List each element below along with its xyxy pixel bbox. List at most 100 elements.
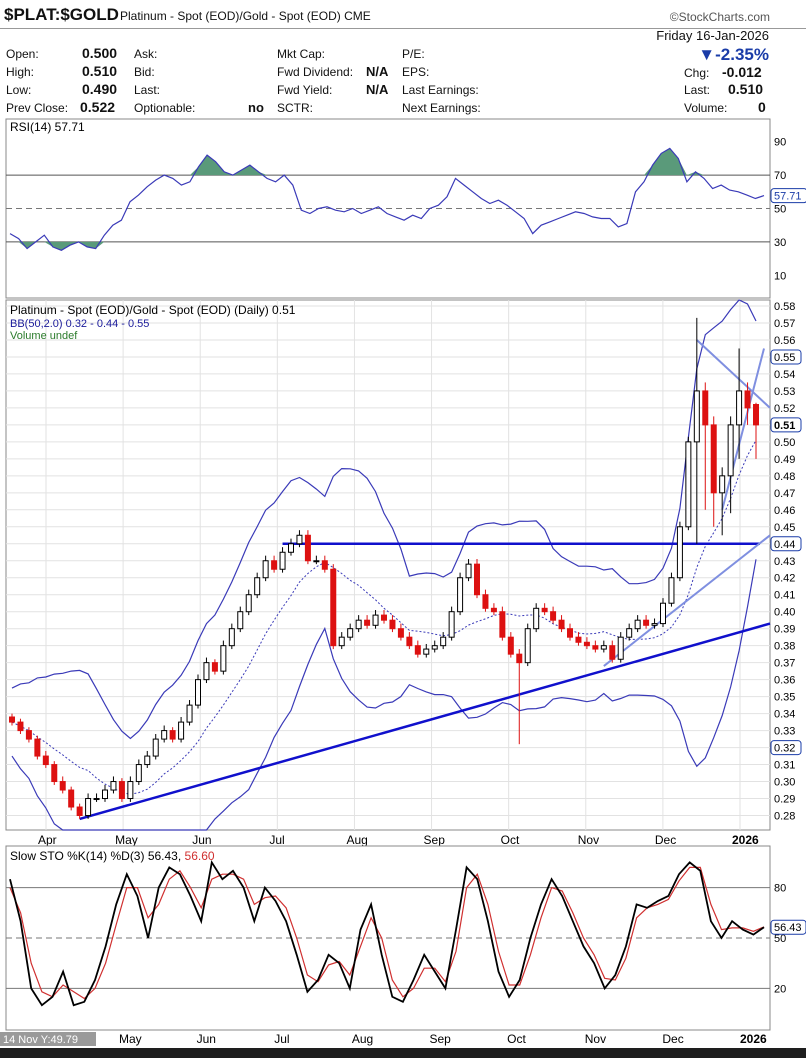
price-legend-title: Platinum - Spot (EOD)/Gold - Spot (EOD) …	[10, 303, 296, 317]
price-tick-label: 0.38	[774, 641, 795, 653]
candle-body	[583, 641, 590, 647]
candle-body	[313, 560, 320, 563]
candle-body	[719, 475, 726, 494]
candle-body	[288, 543, 294, 553]
price-month-label: 2026	[732, 833, 759, 847]
candle-body	[211, 662, 218, 672]
rsi-legend: RSI(14) 57.71	[10, 120, 85, 134]
wedge-upper-line	[696, 339, 771, 409]
price-boxed-label: 0.51	[774, 420, 795, 432]
candle-body	[507, 636, 514, 655]
candle-body	[372, 614, 379, 626]
price-tick-label: 0.54	[774, 369, 795, 381]
candle-body	[448, 611, 455, 638]
candle-body	[330, 568, 337, 647]
candle-body	[490, 607, 497, 613]
candle-body	[406, 636, 413, 647]
rsi-tick-label: 90	[774, 137, 786, 149]
candle-body	[178, 721, 185, 740]
candle-body	[397, 628, 404, 638]
candle-body	[389, 619, 396, 630]
rsi-panel: 90 70 50 30 10 57.71 RSI(14) 57.71	[5, 118, 806, 299]
prev-close-value: 0.522	[80, 99, 116, 115]
sto-legend: Slow STO %K(14) %D(3) 56.43, 56.60	[10, 849, 215, 863]
rsi-overbought-fill	[10, 148, 764, 176]
candle-body	[271, 560, 278, 570]
sto-month-label: 2026	[740, 1032, 767, 1046]
candle-body	[364, 619, 371, 626]
price-tick-label: 0.46	[774, 505, 795, 517]
long-term-support-trendline	[79, 622, 771, 821]
price-tick-label: 0.36	[774, 675, 795, 687]
last-earnings-label: Last Earnings:	[402, 83, 479, 97]
candle-body	[279, 551, 286, 570]
sto-last-value: 56.43	[774, 922, 802, 934]
candle-body	[127, 781, 134, 800]
price-tick-label: 0.41	[774, 590, 795, 602]
channel-lower-line	[603, 534, 771, 667]
chg-label: Chg:	[684, 66, 710, 80]
candle-body	[186, 704, 193, 723]
candle-body	[609, 645, 616, 660]
candle-body	[736, 390, 743, 426]
candle-body	[59, 781, 66, 791]
candle-body	[524, 628, 531, 664]
candle-body	[626, 628, 633, 638]
change-percent: ▼-2.35%	[698, 45, 769, 64]
sto-month-label: May	[119, 1032, 142, 1046]
brand-link[interactable]: ©StockCharts.com	[669, 10, 770, 24]
last-label: Last:	[684, 83, 711, 97]
sto-tick-label: 20	[774, 983, 786, 995]
stochastic-panel: 80 50 20 56.43 Slow STO %K(14) %D(3) 56.43, …	[0, 845, 806, 1046]
bb-middle-band	[11, 439, 757, 795]
price-month-label: Nov	[578, 833, 599, 847]
open-value: 0.500	[82, 45, 118, 61]
sto-month-label: Jun	[197, 1032, 216, 1046]
candle-body	[169, 730, 176, 740]
candle-body	[9, 716, 15, 723]
price-tick-label: 0.37	[774, 658, 795, 670]
price-month-label: Jul	[269, 833, 284, 847]
candle-body	[228, 628, 235, 647]
candle-body	[203, 662, 210, 681]
volume-label: Volume:	[684, 101, 728, 115]
rsi-tick-label: 70	[774, 170, 786, 182]
price-tick-label: 0.40	[774, 607, 795, 619]
rsi-tick-label: 10	[774, 270, 786, 282]
price-boxed-label: 0.44	[774, 539, 795, 551]
price-month-label: Sep	[424, 833, 446, 847]
candle-body	[440, 636, 447, 647]
price-tick-label: 0.43	[774, 556, 795, 568]
price-boxed-label-frame	[770, 417, 802, 433]
rsi-last-box	[770, 188, 806, 204]
chg-value: -0.012	[722, 64, 762, 80]
candle-body	[643, 619, 650, 626]
rsi-oversold-fill	[10, 241, 764, 251]
price-month-label: Oct	[501, 833, 520, 847]
price-month-label: May	[115, 833, 138, 847]
candle-body	[42, 755, 49, 766]
symbol-title: $PLAT:$GOLD	[4, 5, 119, 24]
candle-body	[262, 560, 269, 579]
rsi-last-value: 57.71	[774, 191, 802, 203]
candle-body	[423, 648, 430, 655]
price-boxed-label-frame	[770, 740, 802, 756]
candle-body	[516, 653, 523, 664]
price-tick-label: 0.42	[774, 573, 795, 585]
fwd-yield-value: N/A	[366, 82, 389, 97]
price-tick-label: 0.30	[774, 777, 795, 789]
bb-legend: BB(50,2.0) 0.32 - 0.44 - 0.55	[10, 318, 149, 330]
bid-label: Bid:	[134, 65, 155, 79]
candle-body	[338, 636, 345, 647]
candle-body	[304, 534, 311, 562]
candle-body	[533, 607, 540, 630]
fwd-dividend-label: Fwd Dividend:	[277, 65, 354, 79]
candle-body	[237, 611, 244, 630]
candle-body	[693, 390, 700, 443]
mkt-cap-label: Mkt Cap:	[277, 47, 326, 61]
sto-month-label: Sep	[430, 1032, 452, 1046]
price-boxed-label-frame	[770, 536, 802, 552]
prev-close-label: Prev Close:	[6, 101, 69, 115]
price-tick-label: 0.52	[774, 403, 795, 415]
candle-body	[676, 526, 683, 579]
